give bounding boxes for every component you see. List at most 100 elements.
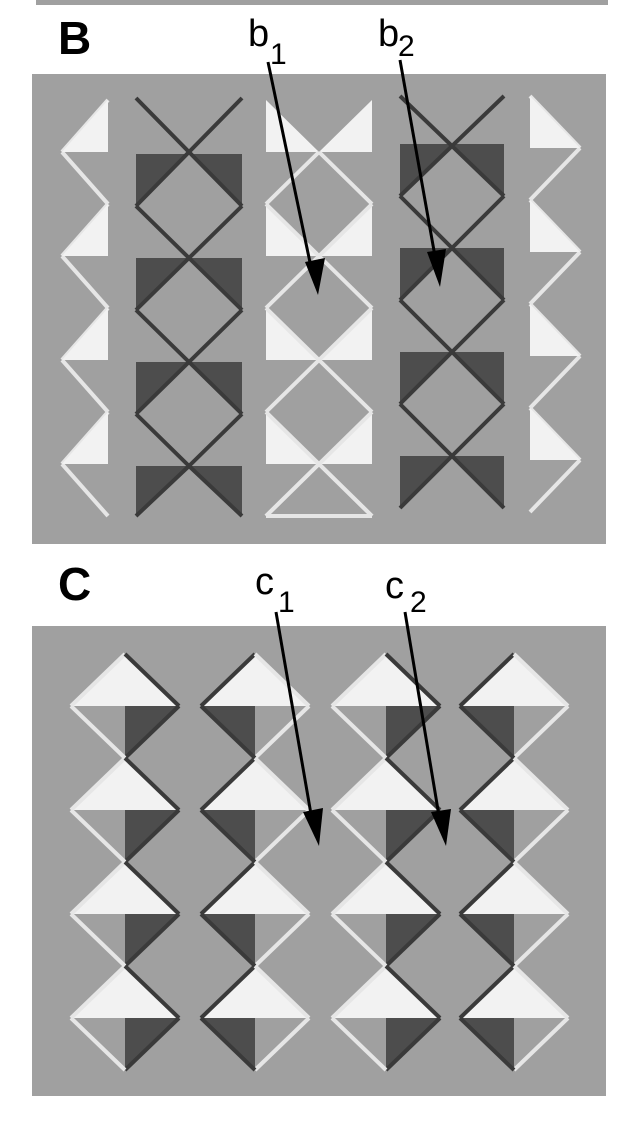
b-col5-zigzag [528,354,582,410]
annotation-c1-main: c [255,561,274,603]
c-octahedron [69,860,181,968]
c-octahedron [69,964,181,1072]
annotation-c1: c 1 [255,561,323,846]
c-edge [384,1016,442,1072]
c-octahedron [330,964,442,1072]
c-edge [69,756,127,812]
b-col5-zigzag [528,146,582,202]
c-edge [199,756,257,812]
c-edge [199,652,257,708]
panel-b-background [32,74,606,544]
c-edge [69,912,127,968]
c-edge [69,652,127,708]
b-col5-zigzag [528,250,582,306]
c-edge [330,912,388,968]
b-col1-zigzag [60,254,110,310]
c-octahedron [458,860,570,968]
annotation-c2-sub: 2 [410,586,427,619]
b-col4-line [450,298,506,354]
b-col2-line [187,256,244,312]
c-octahedron [458,964,570,1072]
annotation-b1-sub: 1 [270,38,287,71]
annotation-c2: c 2 [385,565,451,846]
b-col3-line [317,202,374,258]
c-edge [123,756,181,812]
b-col2-line [134,308,191,364]
b-col4-line [398,94,506,198]
c-octahedron [458,756,570,864]
c-edge [69,808,127,864]
b-col4-line [450,454,506,510]
c-edge [199,704,257,760]
c-edge [458,652,516,708]
c-edge [123,860,181,916]
b-col1-light-triangle [62,204,108,256]
b-col3-line [317,358,374,414]
b-col2-line [187,360,244,416]
c-edge [330,652,388,708]
c-edge [384,756,442,812]
b-col4-line [398,402,454,458]
annotation-b2: b 2 [378,13,446,287]
c-edge [512,1016,570,1072]
b-col1-light-triangle [62,412,108,464]
b-col5-light-triangle [530,408,580,460]
arrow-c1-shaft [274,611,314,821]
c-edge [199,964,257,1020]
b-col3-line [317,462,374,518]
c-edge [384,652,442,708]
b-col5-zigzag [528,458,582,514]
c-edge [330,704,388,760]
c-octahedron [330,756,442,864]
b-col3-line [264,462,321,518]
b-col1-zigzag [60,150,110,206]
c-edge [458,1016,516,1072]
b-col5-light-triangle [530,200,580,252]
b-col4-line [450,402,506,458]
arrow-b2-shaft [398,59,438,263]
annotation-c2-main: c [385,565,404,607]
c-edge [384,964,442,1020]
b-col4-line [398,194,454,250]
c-edge [330,860,388,916]
c-edge [512,860,570,916]
c-edge [458,704,516,760]
c-edge [458,860,516,916]
c-edge [253,704,311,760]
c-edge [123,1016,181,1072]
b-col3-line [264,202,321,258]
c-edge [69,1016,127,1072]
b-col1-light-triangle [62,100,108,152]
c-edge [330,964,388,1020]
b-col3-line [317,150,374,206]
b-col3-line [264,306,321,362]
c-edge [123,912,181,968]
c-octahedron [330,860,442,968]
b-col1-zigzag [60,462,110,518]
c-edge [384,860,442,916]
panel-c-pattern [69,652,570,1072]
b-col2-line [134,412,191,468]
b-col2-line [187,308,244,364]
c-octahedron [199,756,311,864]
c-octahedron [199,964,311,1072]
c-edge [458,808,516,864]
b-col2-line [134,96,244,208]
c-edge [512,912,570,968]
c-edge [512,756,570,812]
arrow-b1-shaft [266,61,314,273]
c-edge [253,756,311,812]
b-col3-line [264,410,321,466]
annotation-b1: b 1 [248,13,325,295]
b-col3-line [317,410,374,466]
c-edge [253,860,311,916]
arrow-c1-head [303,808,323,846]
arrow-c2-head [431,809,451,846]
panel-b: B b 1 b 2 [32,12,606,544]
c-edge [330,808,388,864]
annotation-c1-sub: 1 [278,586,295,619]
c-edge [69,860,127,916]
annotation-b2-main: b [378,13,399,55]
c-edge [199,1016,257,1072]
